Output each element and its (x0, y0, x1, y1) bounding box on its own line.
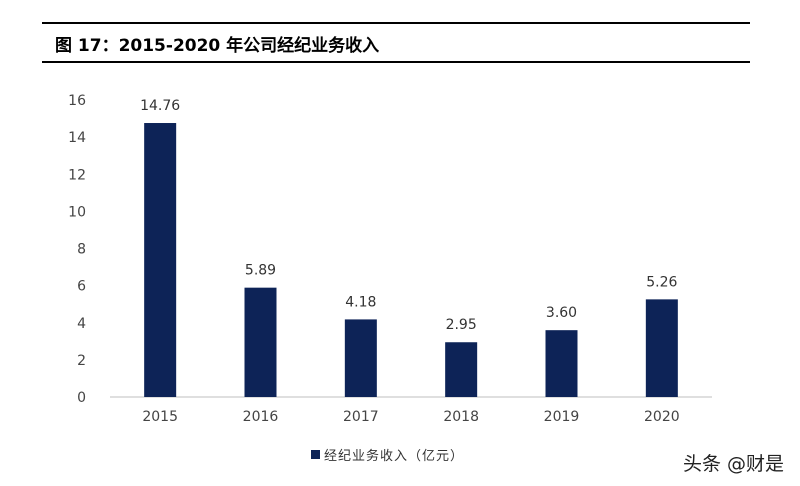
x-tick-label: 2017 (343, 409, 379, 425)
y-tick-label: 6 (77, 279, 86, 295)
y-tick-label: 8 (77, 242, 86, 258)
data-label: 14.76 (140, 98, 180, 114)
watermark: 头条 @财是 (682, 453, 784, 475)
x-tick-label: 2020 (644, 409, 680, 425)
y-tick-label: 10 (68, 204, 86, 220)
x-tick-label: 2018 (443, 409, 479, 425)
y-tick-label: 12 (68, 167, 86, 183)
bottom-rule (42, 61, 750, 63)
legend-label: 经纪业务收入（亿元） (324, 449, 465, 464)
legend-swatch (311, 450, 320, 459)
bar (545, 330, 578, 397)
y-tick-label: 14 (68, 130, 86, 146)
y-tick-label: 16 (68, 93, 86, 109)
y-tick-label: 2 (77, 353, 86, 369)
x-tick-label: 2015 (142, 409, 178, 425)
bar (344, 319, 377, 397)
data-label: 3.60 (546, 305, 577, 321)
legend: 经纪业务收入（亿元） (311, 445, 464, 464)
data-label: 4.18 (345, 294, 376, 310)
figure-title: 图 17：2015-2020 年公司经纪业务收入 (55, 36, 380, 56)
y-tick-label: 0 (77, 390, 86, 406)
bar (445, 342, 478, 397)
bar (144, 123, 177, 397)
y-tick-label: 4 (77, 316, 86, 332)
x-tick-label: 2016 (243, 409, 279, 425)
top-rule (42, 22, 750, 24)
bar (645, 299, 678, 397)
data-label: 5.89 (245, 263, 276, 279)
data-label: 2.95 (446, 317, 477, 333)
x-tick-label: 2019 (544, 409, 580, 425)
data-label: 5.26 (646, 274, 677, 290)
bar (244, 287, 277, 397)
